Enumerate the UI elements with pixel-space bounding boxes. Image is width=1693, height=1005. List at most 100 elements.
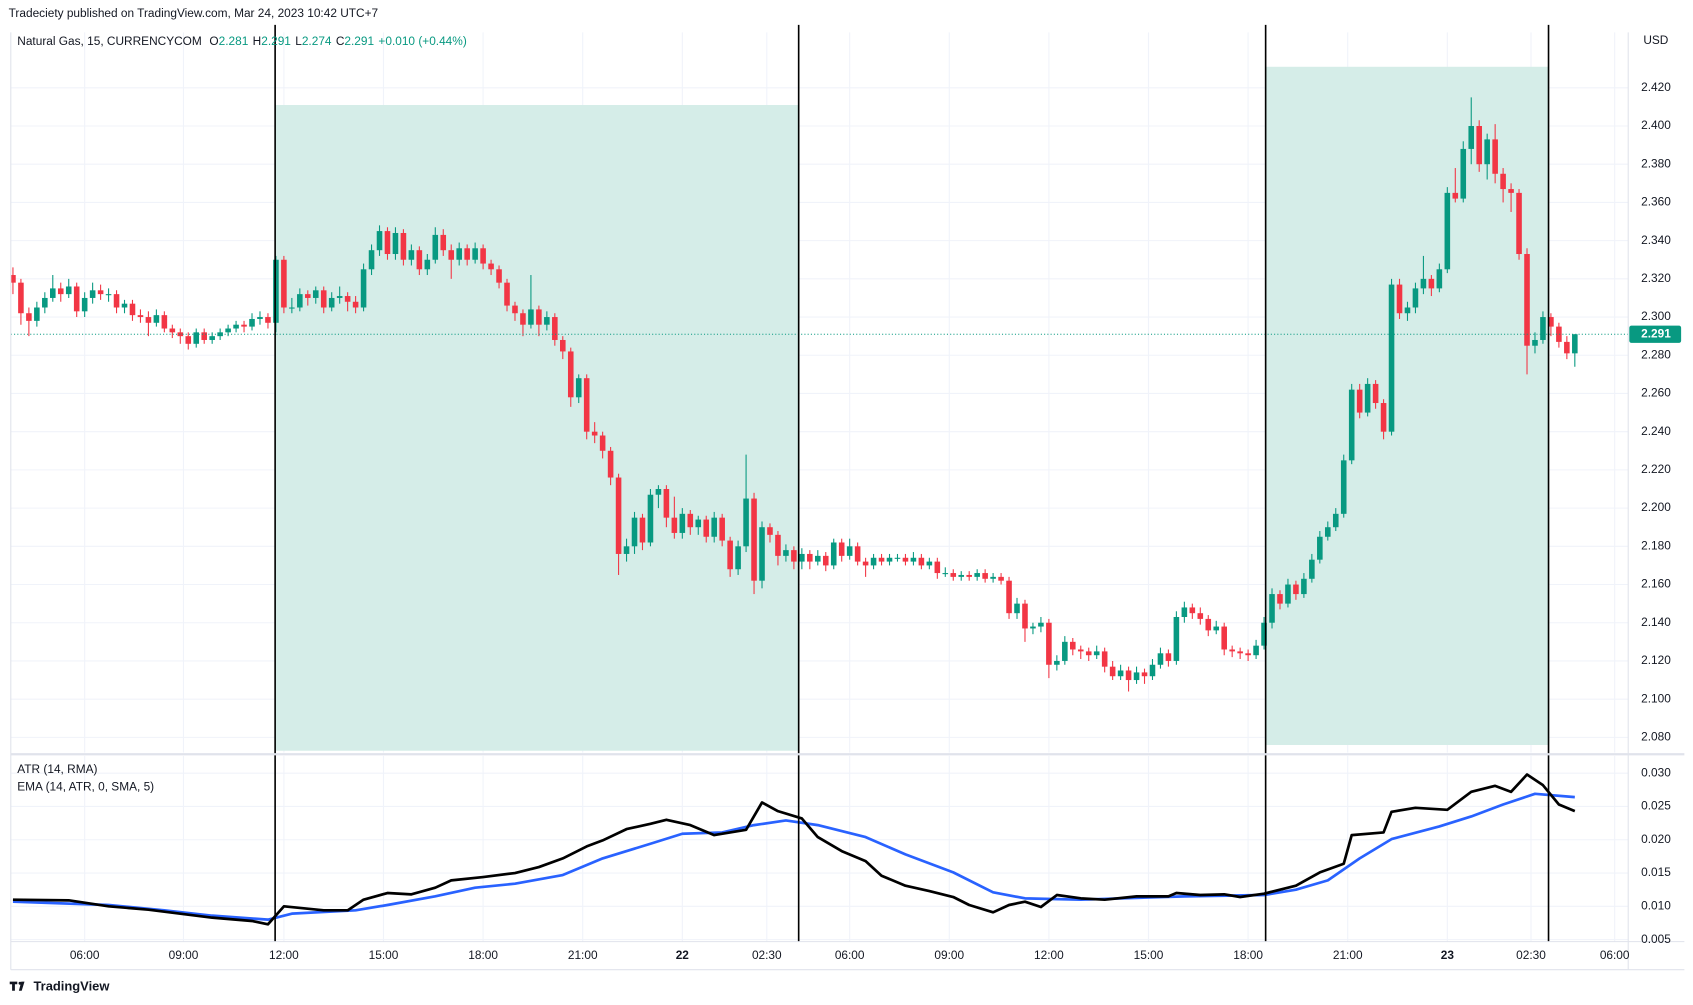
y-tick-label: 2.300 <box>1641 309 1671 323</box>
high-label: H <box>253 34 262 48</box>
y-tick-label: 2.280 <box>1641 347 1671 361</box>
candle-body <box>456 248 462 260</box>
x-tick-label: 15:00 <box>369 948 399 962</box>
candle-body <box>312 290 319 298</box>
currency-label: USD <box>1643 33 1668 47</box>
candle-body <box>352 301 359 308</box>
published-note: Tradeciety published on TradingView.com,… <box>9 6 378 20</box>
candle-body <box>966 574 972 577</box>
candle-body <box>1205 618 1212 631</box>
candle-body <box>679 513 686 533</box>
candle-body <box>464 248 470 260</box>
candle-body <box>1484 139 1490 165</box>
x-tick-label: 02:30 <box>1516 948 1546 962</box>
x-tick-label: 02:30 <box>752 948 782 962</box>
candle-body <box>886 557 893 562</box>
candle-body <box>1022 603 1028 629</box>
candle-body <box>1277 594 1283 604</box>
open-label: O <box>209 34 218 48</box>
y-tick-label: 2.240 <box>1641 424 1671 438</box>
candle-body <box>958 574 965 577</box>
candle-body <box>217 332 223 337</box>
candle-body <box>918 557 925 566</box>
candle-body <box>153 315 160 323</box>
x-tick-label: 15:00 <box>1134 948 1164 962</box>
candle-body <box>488 263 494 270</box>
candle-body <box>1285 584 1291 604</box>
candle-body <box>775 534 781 556</box>
atr-legend: ATR (14, RMA) <box>17 762 97 776</box>
candle-body <box>1404 307 1411 314</box>
candle-body <box>791 550 797 562</box>
candle-body <box>591 431 598 436</box>
candle-body <box>575 378 582 398</box>
close-value: 2.291 <box>344 34 374 48</box>
candle-body <box>1532 339 1538 346</box>
close-label: C <box>336 34 345 48</box>
candle-body <box>1261 622 1267 646</box>
candle-body <box>105 294 112 296</box>
candle-body <box>567 351 574 398</box>
candle-body <box>1317 536 1323 560</box>
candle-body <box>1540 317 1546 340</box>
candle-body <box>599 435 606 451</box>
candle-body <box>1436 269 1443 289</box>
candle-body <box>145 317 152 323</box>
candle-body <box>10 275 16 283</box>
ema-legend: EMA (14, ATR, 0, SMA, 5) <box>17 779 154 793</box>
candle-body <box>241 324 247 327</box>
candle-body <box>1500 173 1506 190</box>
y-tick-label: 2.400 <box>1641 118 1671 132</box>
candle-body <box>249 318 255 327</box>
candle-body <box>727 540 733 570</box>
candle-body <box>623 546 630 554</box>
candle-body <box>1524 254 1530 346</box>
candle-body <box>1077 649 1084 652</box>
candle-body <box>504 282 510 306</box>
symbol: Natural Gas, 15, CURRENCYCOM <box>17 34 202 48</box>
candle-body <box>799 553 805 562</box>
candle-body <box>878 557 885 562</box>
candle-body <box>89 290 96 298</box>
candle-body <box>400 232 407 260</box>
x-tick-label: 06:00 <box>70 948 100 962</box>
candle-body <box>1189 607 1196 614</box>
candle-body <box>297 294 303 308</box>
candle-body <box>1468 126 1475 149</box>
candle-body <box>26 313 32 321</box>
y-tick-label: 2.220 <box>1641 462 1671 476</box>
candle-body <box>193 332 200 344</box>
candle-body <box>942 573 949 575</box>
candle-body <box>719 517 725 541</box>
x-tick-label: 21:00 <box>1333 948 1363 962</box>
candle-body <box>512 305 518 314</box>
y-tick-label: 0.010 <box>1641 898 1671 912</box>
open-value: 2.281 <box>219 34 249 48</box>
y-tick-label: 2.120 <box>1641 653 1671 667</box>
candle-body <box>552 317 558 340</box>
x-tick-label: 06:00 <box>1600 948 1630 962</box>
candle-body <box>520 313 526 325</box>
candle-body <box>416 250 423 270</box>
change-value: +0.010 (+0.44%) <box>378 34 466 48</box>
brand-logo <box>9 981 25 991</box>
candle-body <box>671 517 678 533</box>
candle-body <box>50 288 56 298</box>
candle-body <box>1325 527 1331 537</box>
candle-body <box>392 232 399 255</box>
candle-body <box>1173 616 1180 661</box>
candle-body <box>225 328 231 333</box>
candle-body <box>1356 389 1363 413</box>
candle-body <box>902 557 909 562</box>
candle-body <box>424 259 431 270</box>
candle-body <box>1117 670 1124 677</box>
candle-body <box>137 315 144 318</box>
overlay <box>274 24 1550 942</box>
candle-body <box>1093 651 1100 656</box>
y-tick-label: 0.030 <box>1641 765 1671 779</box>
candle-body <box>320 290 327 308</box>
y-tick-label: 0.005 <box>1641 932 1671 946</box>
candle-body <box>822 555 829 566</box>
high-value: 2.291 <box>261 34 291 48</box>
x-tick-label: 18:00 <box>1233 948 1263 962</box>
